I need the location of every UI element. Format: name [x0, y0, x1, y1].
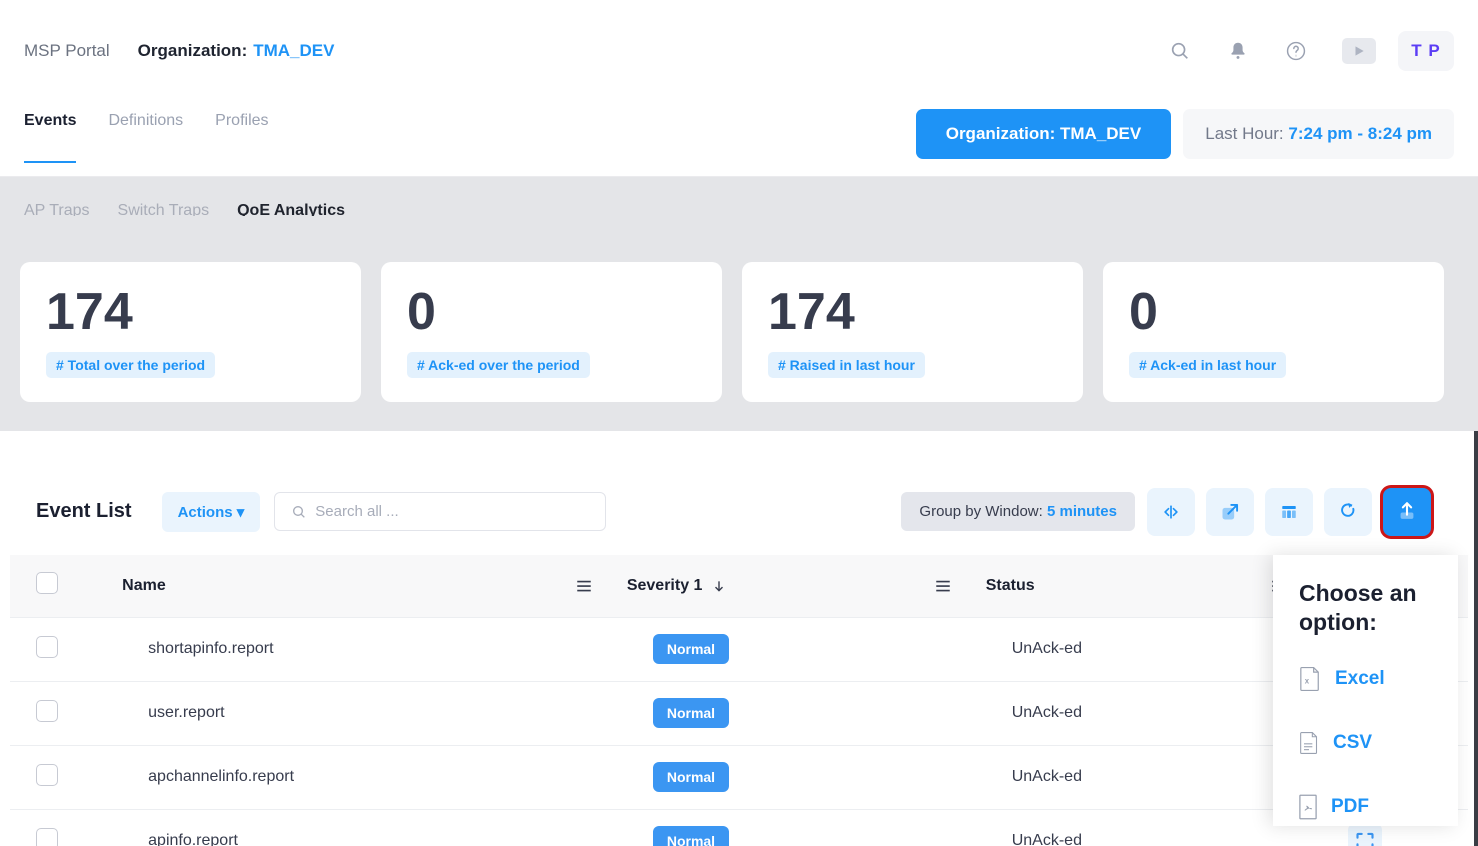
- svg-text:x: x: [1305, 676, 1310, 685]
